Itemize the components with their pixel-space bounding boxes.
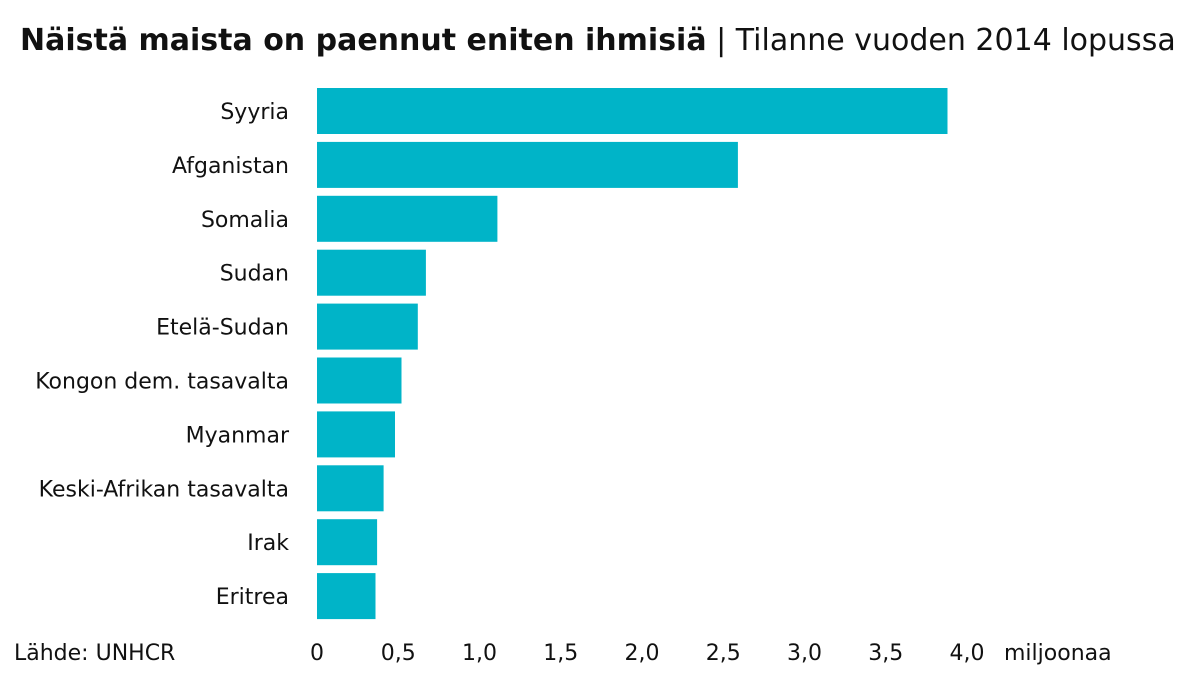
- bar: [317, 411, 395, 458]
- source-label: Lähde: UNHCR: [14, 641, 175, 666]
- x-axis-ticks-group: 0 0,5 1,0 1,5 2,0 2,5 3,0 3,5 4,0: [310, 641, 985, 666]
- category-label: Etelä-Sudan: [156, 316, 289, 341]
- chart-title: Näistä maista on paennut eniten ihmisiä …: [20, 23, 1176, 58]
- category-label: Sudan: [220, 262, 289, 287]
- x-tick-label: 3,0: [787, 641, 822, 666]
- category-label: Kongon dem. tasavalta: [35, 370, 289, 395]
- category-label: Somalia: [201, 208, 289, 233]
- chart-title-main: Näistä maista on paennut eniten ihmisiä: [20, 23, 707, 58]
- category-label: Irak: [247, 531, 289, 556]
- category-label: Eritrea: [216, 585, 289, 610]
- category-labels-group: Syyria Afganistan Somalia Sudan Etelä-Sudan K…: [35, 100, 290, 610]
- bar: [317, 519, 378, 566]
- chart-subtitle: Tilanne vuoden 2014 lopussa: [735, 23, 1176, 58]
- bar: [317, 465, 384, 512]
- x-tick-label: 2,0: [625, 641, 660, 666]
- title-separator: |: [716, 23, 736, 58]
- bar: [317, 357, 402, 404]
- category-label: Keski-Afrikan tasavalta: [39, 477, 289, 502]
- x-tick-label: 1,5: [543, 641, 578, 666]
- bar: [317, 573, 376, 620]
- bar: [317, 195, 498, 242]
- x-tick-label: 1,0: [462, 641, 497, 666]
- category-label: Syyria: [220, 100, 289, 125]
- bar: [317, 141, 738, 188]
- x-tick-label: 3,5: [868, 641, 903, 666]
- bar: [317, 303, 418, 350]
- x-axis-unit-label: miljoonaa: [1004, 641, 1112, 666]
- x-tick-label: 0: [310, 641, 324, 666]
- category-label: Afganistan: [172, 154, 289, 179]
- x-tick-label: 0,5: [381, 641, 416, 666]
- category-label: Myanmar: [186, 423, 290, 448]
- bar: [317, 88, 948, 134]
- x-tick-label: 4,0: [950, 641, 985, 666]
- x-tick-label: 2,5: [706, 641, 741, 666]
- bar: [317, 249, 426, 296]
- bars-group: [317, 88, 948, 620]
